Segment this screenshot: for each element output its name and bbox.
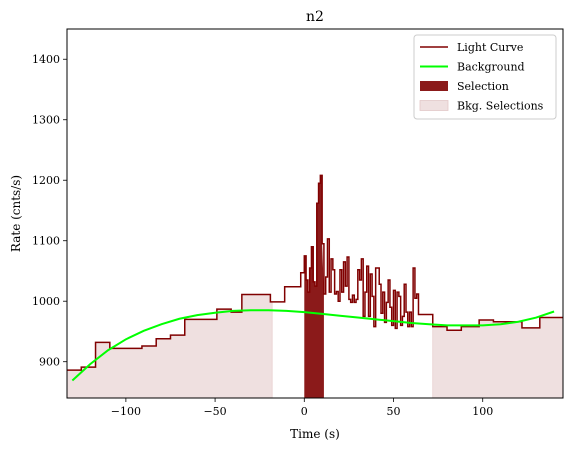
x-axis-label: Time (s) <box>290 427 340 441</box>
legend-selection-label: Selection <box>457 80 509 93</box>
selection-layer <box>304 175 324 398</box>
y-tick-label: 1200 <box>32 174 60 187</box>
y-tick-label: 900 <box>39 356 60 369</box>
x-tick-label: 50 <box>387 405 401 418</box>
selection-region <box>304 175 324 398</box>
background-layer <box>71 309 555 382</box>
x-axis: −100 −50 0 50 100 <box>111 398 493 418</box>
x-tick-label: 0 <box>301 405 308 418</box>
x-tick-label: 100 <box>472 405 493 418</box>
light-curve-line <box>67 174 563 371</box>
y-tick-label: 1100 <box>32 235 60 248</box>
legend-box <box>413 34 557 120</box>
legend-bkg-selections-label: Bkg. Selections <box>457 100 544 113</box>
legend-light-curve-label: Light Curve <box>457 41 523 54</box>
y-tick-label: 1300 <box>32 114 60 127</box>
bkg-selections-layer <box>66 294 564 399</box>
legend-bkg-selections-swatch <box>419 100 449 111</box>
plot-frame <box>66 28 564 399</box>
y-tick-label: 1400 <box>32 53 60 66</box>
chart-title: n2 <box>306 9 324 25</box>
legend-selection-swatch <box>420 81 448 91</box>
legend-background-label: Background <box>457 61 525 74</box>
light-curve-layer <box>67 174 563 371</box>
y-tick-label: 1000 <box>32 295 60 308</box>
y-axis: 900 1000 1100 1200 1300 1400 <box>32 53 67 369</box>
legend: Light Curve Background Selection Bkg. Selec… <box>413 34 557 120</box>
background-line <box>71 309 555 382</box>
x-tick-label: −100 <box>111 405 141 418</box>
x-tick-label: −50 <box>203 405 226 418</box>
y-axis-label: Rate (cnts/s) <box>9 175 23 252</box>
